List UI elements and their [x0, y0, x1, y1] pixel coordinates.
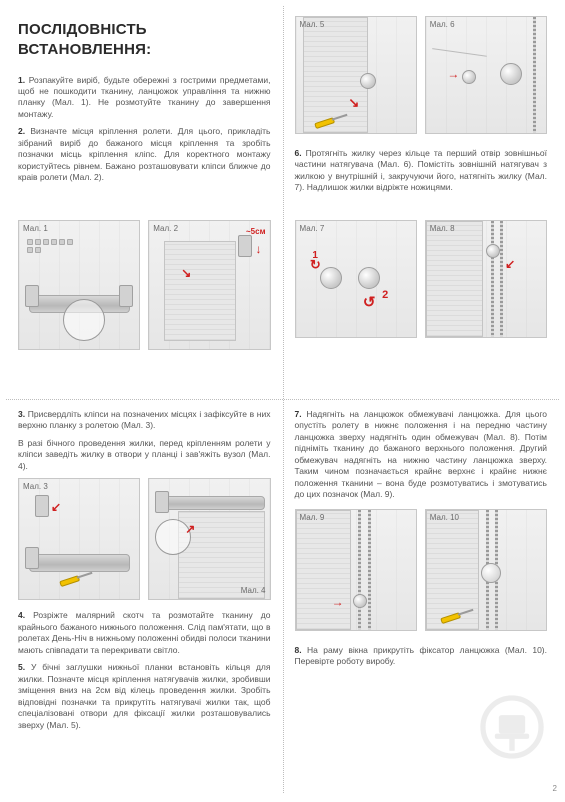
step-3b: В разі бічного проведення жилки, перед к… — [18, 438, 271, 472]
rotate-arrow-icon: ↺ — [363, 293, 376, 313]
figure-label: Мал. 5 — [300, 20, 325, 31]
step-num: 3. — [18, 409, 25, 419]
dimension-label: ~5см — [246, 227, 266, 238]
step-text: Протягніть жилку через кільце та перший … — [295, 148, 548, 192]
step-text: Розріжте малярний скотч та розмотайте тк… — [18, 610, 271, 654]
page-number: 2 — [553, 784, 557, 795]
page-title: ПОСЛІДОВНІСТЬ ВСТАНОВЛЕННЯ: — [18, 20, 271, 61]
figure-label: Мал. 3 — [23, 482, 48, 493]
step-num: 1. — [18, 75, 25, 85]
step-1: 1. Розпакуйте виріб, будьте обережні з г… — [18, 75, 271, 121]
figure-8: Мал. 8 ↙ — [425, 220, 547, 338]
step-num: 5. — [18, 662, 25, 672]
step-6: 6. Протягніть жилку через кільце та перш… — [295, 148, 548, 194]
step-8: 8. На раму вікна прикрутіть фіксатор лан… — [295, 645, 548, 668]
step-3: 3. Присвердліть кліпси на позначених міс… — [18, 409, 271, 432]
figure-9: Мал. 9 → — [295, 509, 417, 631]
quadrant-bottom-right: 7. Надягніть на ланцюжок обмежувачі ланц… — [283, 401, 560, 796]
arrow-icon: ↙ — [51, 499, 61, 515]
step-num: 6. — [295, 148, 302, 158]
arrow-down-icon: ↓ — [256, 241, 262, 257]
step-4: 4. Розріжте малярний скотч та розмотайте… — [18, 610, 271, 656]
figure-label: Мал. 1 — [23, 224, 48, 235]
step-num: 8. — [295, 645, 302, 655]
step-text: Присвердліть кліпси на позначених місцях… — [18, 409, 270, 430]
figure-5: Мал. 5 ↘ — [295, 16, 417, 134]
quadrant-top-left: ПОСЛІДОВНІСТЬ ВСТАНОВЛЕННЯ: 1. Розпакуйт… — [6, 6, 283, 401]
quadrant-bottom-left: 3. Присвердліть кліпси на позначених міс… — [6, 401, 283, 796]
figure-label: Мал. 2 — [153, 224, 178, 235]
step-text: Визначте місця кріплення ролети. Для цьо… — [18, 126, 271, 182]
callout-number: 2 — [382, 288, 388, 303]
arrow-icon: ↗ — [185, 521, 195, 537]
watermark-icon — [479, 694, 545, 760]
arrow-icon: → — [447, 66, 459, 82]
figure-10: Мал. 10 — [425, 509, 547, 631]
figure-3: Мал. 3 ↙ — [18, 478, 140, 600]
step-7: 7. Надягніть на ланцюжок обмежувачі ланц… — [295, 409, 548, 501]
quadrant-top-right: Мал. 5 ↘ Мал. 6 → — [283, 6, 560, 401]
step-num: 4. — [18, 610, 25, 620]
figure-label: Мал. 6 — [430, 20, 455, 31]
figure-2: Мал. 2 ~5см ↓ ↘ — [148, 220, 270, 350]
figure-4: Мал. 4 ↗ — [148, 478, 270, 600]
step-num: 7. — [295, 409, 302, 419]
figure-label: Мал. 9 — [300, 513, 325, 524]
figure-label: Мал. 7 — [300, 224, 325, 235]
figure-label: Мал. 4 — [241, 586, 266, 597]
figure-label: Мал. 8 — [430, 224, 455, 235]
horizontal-separator — [6, 399, 559, 400]
step-5: 5. У бічні заглушки нижньої планки встан… — [18, 662, 271, 731]
step-2: 2. Визначте місця кріплення ролети. Для … — [18, 126, 271, 183]
figure-6: Мал. 6 → — [425, 16, 547, 134]
figure-1: Мал. 1 — [18, 220, 140, 350]
step-num: 2. — [18, 126, 25, 136]
arrow-icon: ↘ — [348, 94, 359, 112]
step-text: Надягніть на ланцюжок обмежувачі ланцюжк… — [295, 409, 548, 499]
arrow-icon: ↘ — [181, 265, 191, 281]
step-text: На раму вікна прикрутіть фіксатор ланцюж… — [295, 645, 548, 666]
arrow-icon: → — [332, 594, 344, 610]
figure-label: Мал. 10 — [430, 513, 459, 524]
figure-7: Мал. 7 ↻ 1 ↺ 2 — [295, 220, 417, 338]
step-text: У бічні заглушки нижньої планки встанові… — [18, 662, 271, 729]
step-text: Розпакуйте виріб, будьте обережні з гост… — [18, 75, 271, 119]
callout-number: 1 — [312, 249, 318, 263]
arrow-icon: ↙ — [505, 256, 515, 272]
